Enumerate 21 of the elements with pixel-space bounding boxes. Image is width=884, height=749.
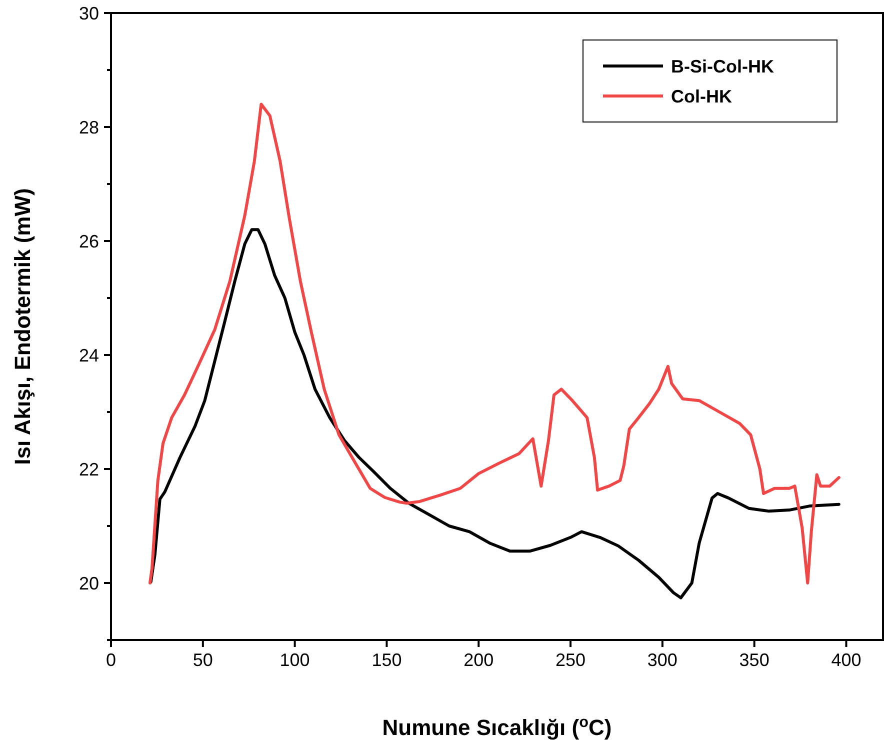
y-tick-label: 24 [78, 345, 99, 366]
legend-label: Col-HK [671, 86, 732, 106]
legend-label: B-Si-Col-HK [671, 56, 774, 76]
x-tick-label: 350 [739, 650, 770, 670]
y-axis-title: Isı Akışı, Endotermik (mW) [10, 188, 35, 465]
y-tick-label: 30 [78, 3, 99, 24]
x-tick-label: 50 [192, 650, 213, 670]
x-tick-label: 250 [556, 650, 586, 670]
x-tick-label: 0 [106, 650, 116, 670]
x-tick-label: 300 [647, 650, 678, 670]
x-axis-title: Numune Sıcaklığı ($^{o}$C) [382, 714, 612, 740]
y-tick-label: 20 [78, 573, 99, 594]
x-tick-label: 150 [372, 650, 402, 670]
x-tick-label: 400 [831, 650, 862, 670]
y-tick-label: 28 [78, 117, 99, 138]
x-tick-label: 200 [464, 650, 494, 670]
line-series [149, 228, 840, 600]
y-tick-label: 22 [78, 459, 99, 480]
x-tick-label: 100 [280, 650, 310, 670]
y-tick-label: 26 [78, 231, 99, 252]
line-series [148, 102, 840, 584]
